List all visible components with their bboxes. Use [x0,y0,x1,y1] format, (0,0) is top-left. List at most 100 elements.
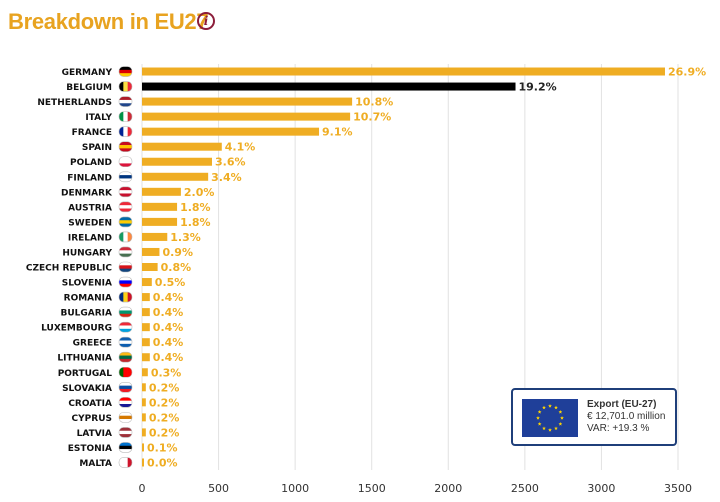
category-label: LUXEMBOURG [41,324,112,334]
country-flag-icon [118,336,133,348]
country-flag-icon [118,201,133,213]
value-label: 0.2% [149,396,180,409]
export-legend-box: Export (EU-27) € 12,701.0 million VAR: +… [511,388,677,446]
bar [142,172,209,181]
country-flag-icon [118,126,133,137]
value-label: 1.3% [170,231,201,244]
value-label: 0.1% [147,441,178,454]
bar [142,398,146,407]
country-flag-icon [118,276,133,288]
bar [142,338,150,347]
bar [142,368,148,377]
category-label: AUSTRIA [68,203,112,213]
category-label: NETHERLANDS [37,98,112,108]
bar [142,263,158,271]
country-flag-icon [118,381,133,393]
country-flag-icon [118,412,133,423]
bar [142,67,665,76]
country-flag-icon [118,442,133,453]
star-icon [542,426,546,431]
value-label: 0.9% [162,246,193,259]
category-label: SWEDEN [68,218,112,228]
star-icon [536,416,540,420]
value-label: 10.7% [353,111,391,124]
value-label: 19.2% [519,81,557,94]
x-tick-label: 500 [208,482,229,495]
star-icon [558,422,563,426]
value-label: 0.4% [153,306,184,319]
bar [142,413,146,422]
category-label: SLOVAKIA [62,384,112,394]
country-flag-icon [118,66,133,77]
category-label: ROMANIA [64,294,112,304]
star-icon [558,410,563,414]
category-label: FRANCE [72,128,112,138]
value-label: 0.0% [147,456,178,469]
country-flag-icon [118,96,133,107]
category-label: POLAND [70,158,112,168]
country-flag-icon [118,366,133,378]
bar [142,217,178,226]
value-label: 26.9% [668,66,706,79]
star-icon [537,410,542,414]
category-label: ESTONIA [68,444,112,454]
bar [142,247,160,256]
country-flag-icon [118,351,133,363]
info-icon[interactable]: i [197,12,215,30]
country-flag-icon [118,231,133,243]
category-label: HUNGARY [62,248,112,258]
country-flag-icon [118,171,133,183]
star-icon [548,404,552,408]
category-label: LATVIA [77,429,112,439]
country-flag-icon [118,427,133,438]
bar [142,293,150,302]
bar [142,232,168,241]
category-label: MALTA [79,459,112,469]
country-flag-icon [118,216,133,228]
country-flag-icon [118,111,133,122]
value-label: 3.6% [215,156,246,169]
value-label: 3.4% [211,171,242,184]
x-tick-label: 1500 [358,482,386,495]
x-axis-ticks: 0 500 1000 1500 2000 2500 3000 3500 [139,482,693,495]
category-label: BULGARIA [61,309,113,319]
category-label: LITHUANIA [57,354,112,364]
country-flag-icon [118,186,133,198]
legend-value: € 12,701.0 million [587,411,666,422]
bar [142,97,353,106]
value-label: 1.8% [180,201,211,214]
country-flag-icon [118,261,133,273]
country-flag-icon [118,306,133,318]
value-label: 0.4% [153,291,184,304]
eu-flag-icon [522,399,578,437]
x-tick-label: 3500 [664,482,692,495]
x-tick-label: 1000 [281,482,309,495]
category-label: BELGIUM [66,83,112,93]
country-flag-icon [118,457,133,468]
country-flag-icon [118,246,133,258]
x-tick-label: 2500 [511,482,539,495]
value-label: 0.4% [153,336,184,349]
x-tick-label: 3000 [587,482,615,495]
page-title: Breakdown in EU27 [8,9,209,34]
category-label: SPAIN [82,143,112,153]
category-label: DENMARK [61,188,113,198]
bar [142,308,150,317]
star-icon [554,426,558,431]
value-label: 9.1% [322,126,353,139]
category-label: PORTUGAL [58,369,113,379]
bar [142,278,152,287]
category-label: CYPRUS [72,414,112,424]
bar [142,458,144,467]
category-label: ITALY [85,113,112,123]
value-label: 0.4% [153,351,184,364]
category-label: CROATIA [68,399,112,409]
country-flag-icon [118,397,133,408]
star-icon [560,416,564,420]
bar [142,428,146,437]
category-label: GERMANY [62,68,113,78]
category-label: CZECH REPUBLIC [26,264,112,274]
value-label: 4.1% [225,141,256,154]
value-label: 0.2% [149,411,180,424]
